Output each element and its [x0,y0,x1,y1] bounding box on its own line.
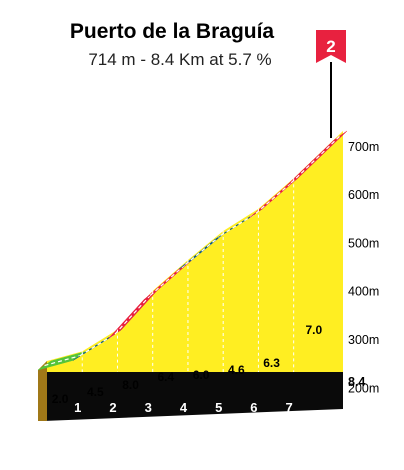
altitude-tick-label: 400m [348,285,379,299]
segment-gradient-label: 6.3 [263,356,280,370]
segment-centerline [44,355,80,367]
segment-centerline [149,264,186,296]
segment-gradient-label: 4.6 [228,363,245,377]
category-flag: 2 [316,30,346,138]
climb-title: Puerto de la Braguía [70,20,275,43]
elevation-profile [38,131,343,421]
altitude-tick-label: 300m [348,333,379,347]
profile-face [38,131,343,372]
km-tick-label: 4 [180,400,188,415]
flag-banner-shape [316,30,346,63]
total-distance-label: 8.4 [348,375,365,389]
gradient-segments: 2.0 4.5 8.0 6.4 6.0 4.6 6.3 7.0 [37,130,348,406]
segment-gradient-label: 2.0 [52,392,69,406]
segment-gradient-label: 6.0 [193,368,210,382]
segment-centerline [185,235,222,265]
altitude-tick-label: 700m [348,140,379,154]
segment-gradient-label: 6.4 [157,370,174,384]
km-tick-label: 3 [145,400,152,415]
category-number: 2 [326,37,335,56]
km-tick-label: 1 [74,400,81,415]
profile-side [38,361,47,421]
segment-gradient-label: 8.0 [122,378,139,392]
segment-gradient-label: 7.0 [305,323,322,337]
segment-centerline [255,182,292,214]
altitude-tick-label: 200m [348,381,379,395]
altitude-tick-label: 500m [348,236,379,250]
km-markers: 1 2 3 4 5 6 7 [74,178,295,415]
km-tick-label: 6 [250,400,257,415]
segment-centerline [114,295,151,335]
km-tick-label: 5 [215,400,222,415]
km-tick-label: 7 [286,400,293,415]
altitude-axis: 200m 300m 400m 500m 600m 700m [348,140,379,396]
altitude-tick-label: 600m [348,188,379,202]
distance-band [38,372,343,421]
segment-centerline [290,135,341,184]
km-tick-label: 2 [109,400,116,415]
climb-subtitle: 714 m - 8.4 Km at 5.7 % [88,50,271,69]
segment-gradient-label: 4.5 [87,385,104,399]
